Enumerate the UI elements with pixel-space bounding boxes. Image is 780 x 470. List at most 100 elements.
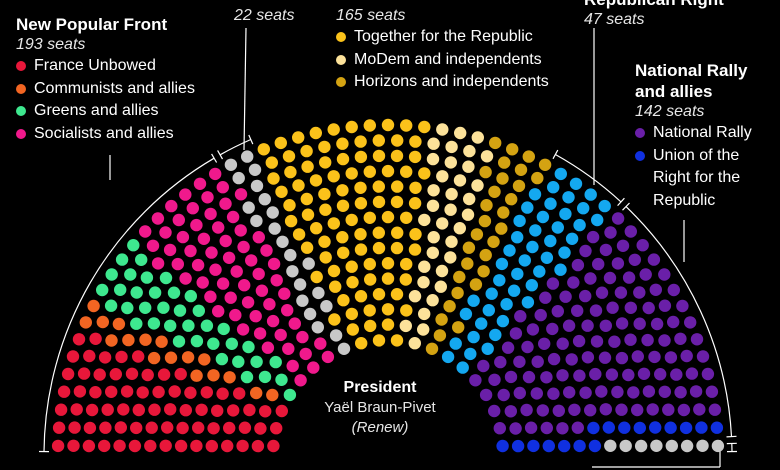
seat-dot bbox=[96, 315, 110, 329]
seat-dot bbox=[363, 165, 376, 178]
seat-dot bbox=[417, 276, 430, 289]
seat-dot bbox=[293, 278, 307, 291]
legend-item-france-unbowed: France Unbowed bbox=[16, 55, 195, 78]
seat-dot bbox=[164, 403, 177, 416]
seat-dot bbox=[207, 422, 220, 435]
seat-dot bbox=[436, 170, 449, 183]
seat-dot bbox=[336, 184, 349, 197]
seat-dot bbox=[319, 156, 332, 169]
seat-dot bbox=[216, 181, 229, 194]
legend-item-modem: MoDem and independents bbox=[336, 49, 549, 72]
seat-dot bbox=[212, 305, 225, 318]
seat-dot bbox=[512, 179, 526, 193]
seat-dot bbox=[554, 167, 567, 181]
seat-dot bbox=[495, 222, 508, 235]
seat-dot bbox=[242, 201, 255, 214]
group-title-new-popular-front: New Popular Front bbox=[16, 15, 168, 34]
seat-dot bbox=[212, 221, 225, 234]
seat-dot bbox=[554, 263, 567, 276]
seat-dot bbox=[552, 404, 565, 417]
seat-dot bbox=[581, 319, 594, 332]
seat-dot bbox=[679, 421, 693, 435]
seat-dot bbox=[650, 439, 663, 452]
seat-dot bbox=[72, 333, 86, 346]
seat-dot bbox=[538, 337, 551, 350]
seat-dot bbox=[674, 386, 687, 399]
seat-dot bbox=[128, 439, 142, 453]
seat-dot bbox=[296, 330, 309, 344]
seat-dot bbox=[521, 201, 534, 214]
seat-dot bbox=[531, 171, 544, 185]
seat-dot bbox=[649, 421, 662, 434]
seat-dot bbox=[408, 290, 422, 303]
seat-dot bbox=[685, 367, 699, 380]
seat-dot bbox=[105, 268, 118, 281]
seat-dot bbox=[164, 319, 177, 332]
seat-dot bbox=[223, 421, 236, 435]
seat-dot bbox=[115, 350, 128, 364]
seat-dot bbox=[179, 188, 192, 201]
group-seats-ensemble: 165 seats bbox=[336, 7, 406, 24]
seat-dot bbox=[209, 167, 222, 181]
seat-dot bbox=[579, 244, 592, 258]
seat-dot bbox=[417, 323, 430, 336]
seat-dot bbox=[615, 317, 629, 330]
seat-dot bbox=[400, 257, 413, 271]
bracket-arc-rn bbox=[625, 206, 733, 437]
seat-dot bbox=[204, 207, 217, 221]
seat-dot bbox=[456, 361, 469, 374]
seat-dot bbox=[147, 317, 161, 330]
seat-dot bbox=[445, 187, 458, 201]
seat-dot bbox=[114, 283, 127, 296]
seat-dot bbox=[70, 403, 83, 416]
seat-dot bbox=[345, 213, 358, 227]
seat-dot bbox=[567, 276, 580, 289]
seat-dot bbox=[159, 226, 172, 239]
seat-dot bbox=[363, 257, 376, 271]
legend-label: France Unbowed bbox=[34, 57, 156, 74]
seat-dot bbox=[127, 239, 140, 252]
seat-dot bbox=[282, 342, 295, 355]
seat-dot bbox=[599, 403, 612, 416]
seat-dot bbox=[248, 163, 262, 176]
legend-national-rally: National Rally and allies 142 seats Nati… bbox=[635, 60, 775, 212]
seat-dot bbox=[529, 224, 542, 237]
seat-dot bbox=[122, 333, 135, 347]
seat-dot bbox=[443, 300, 456, 313]
seat-dot bbox=[696, 350, 710, 363]
seat-dot bbox=[152, 385, 165, 399]
seat-dot bbox=[200, 386, 213, 399]
seat-dot bbox=[487, 235, 500, 248]
bracket-tick-rn bbox=[622, 202, 630, 211]
seat-dot bbox=[434, 280, 447, 293]
seat-dot bbox=[482, 304, 495, 317]
seat-dot bbox=[390, 288, 404, 301]
seat-dot bbox=[319, 203, 332, 216]
seat-dot bbox=[345, 167, 358, 180]
swatch-dot bbox=[16, 106, 26, 117]
seat-dot bbox=[176, 421, 189, 435]
seat-dot bbox=[364, 273, 377, 286]
swatch-dot bbox=[16, 128, 26, 139]
seat-dot bbox=[426, 199, 440, 212]
seat-dot bbox=[633, 421, 646, 435]
group-seats-national-rally: 142 seats bbox=[635, 103, 705, 120]
seat-dot bbox=[633, 317, 646, 330]
seat-dot bbox=[497, 388, 510, 402]
seat-dot bbox=[408, 243, 422, 256]
bracket-arc-lr bbox=[555, 153, 622, 203]
seat-dot bbox=[540, 251, 554, 264]
seat-dot bbox=[427, 184, 440, 197]
seat-dot bbox=[391, 180, 404, 193]
seat-dot bbox=[489, 136, 502, 150]
seat-dot bbox=[471, 179, 484, 192]
seat-dot bbox=[463, 192, 476, 206]
seat-dot bbox=[513, 214, 526, 228]
seat-dot bbox=[676, 299, 689, 313]
seat-dot bbox=[453, 270, 466, 284]
seat-dot bbox=[230, 265, 243, 278]
seat-dot bbox=[581, 351, 595, 364]
seat-dot bbox=[261, 341, 275, 354]
seat-dot bbox=[603, 271, 617, 285]
